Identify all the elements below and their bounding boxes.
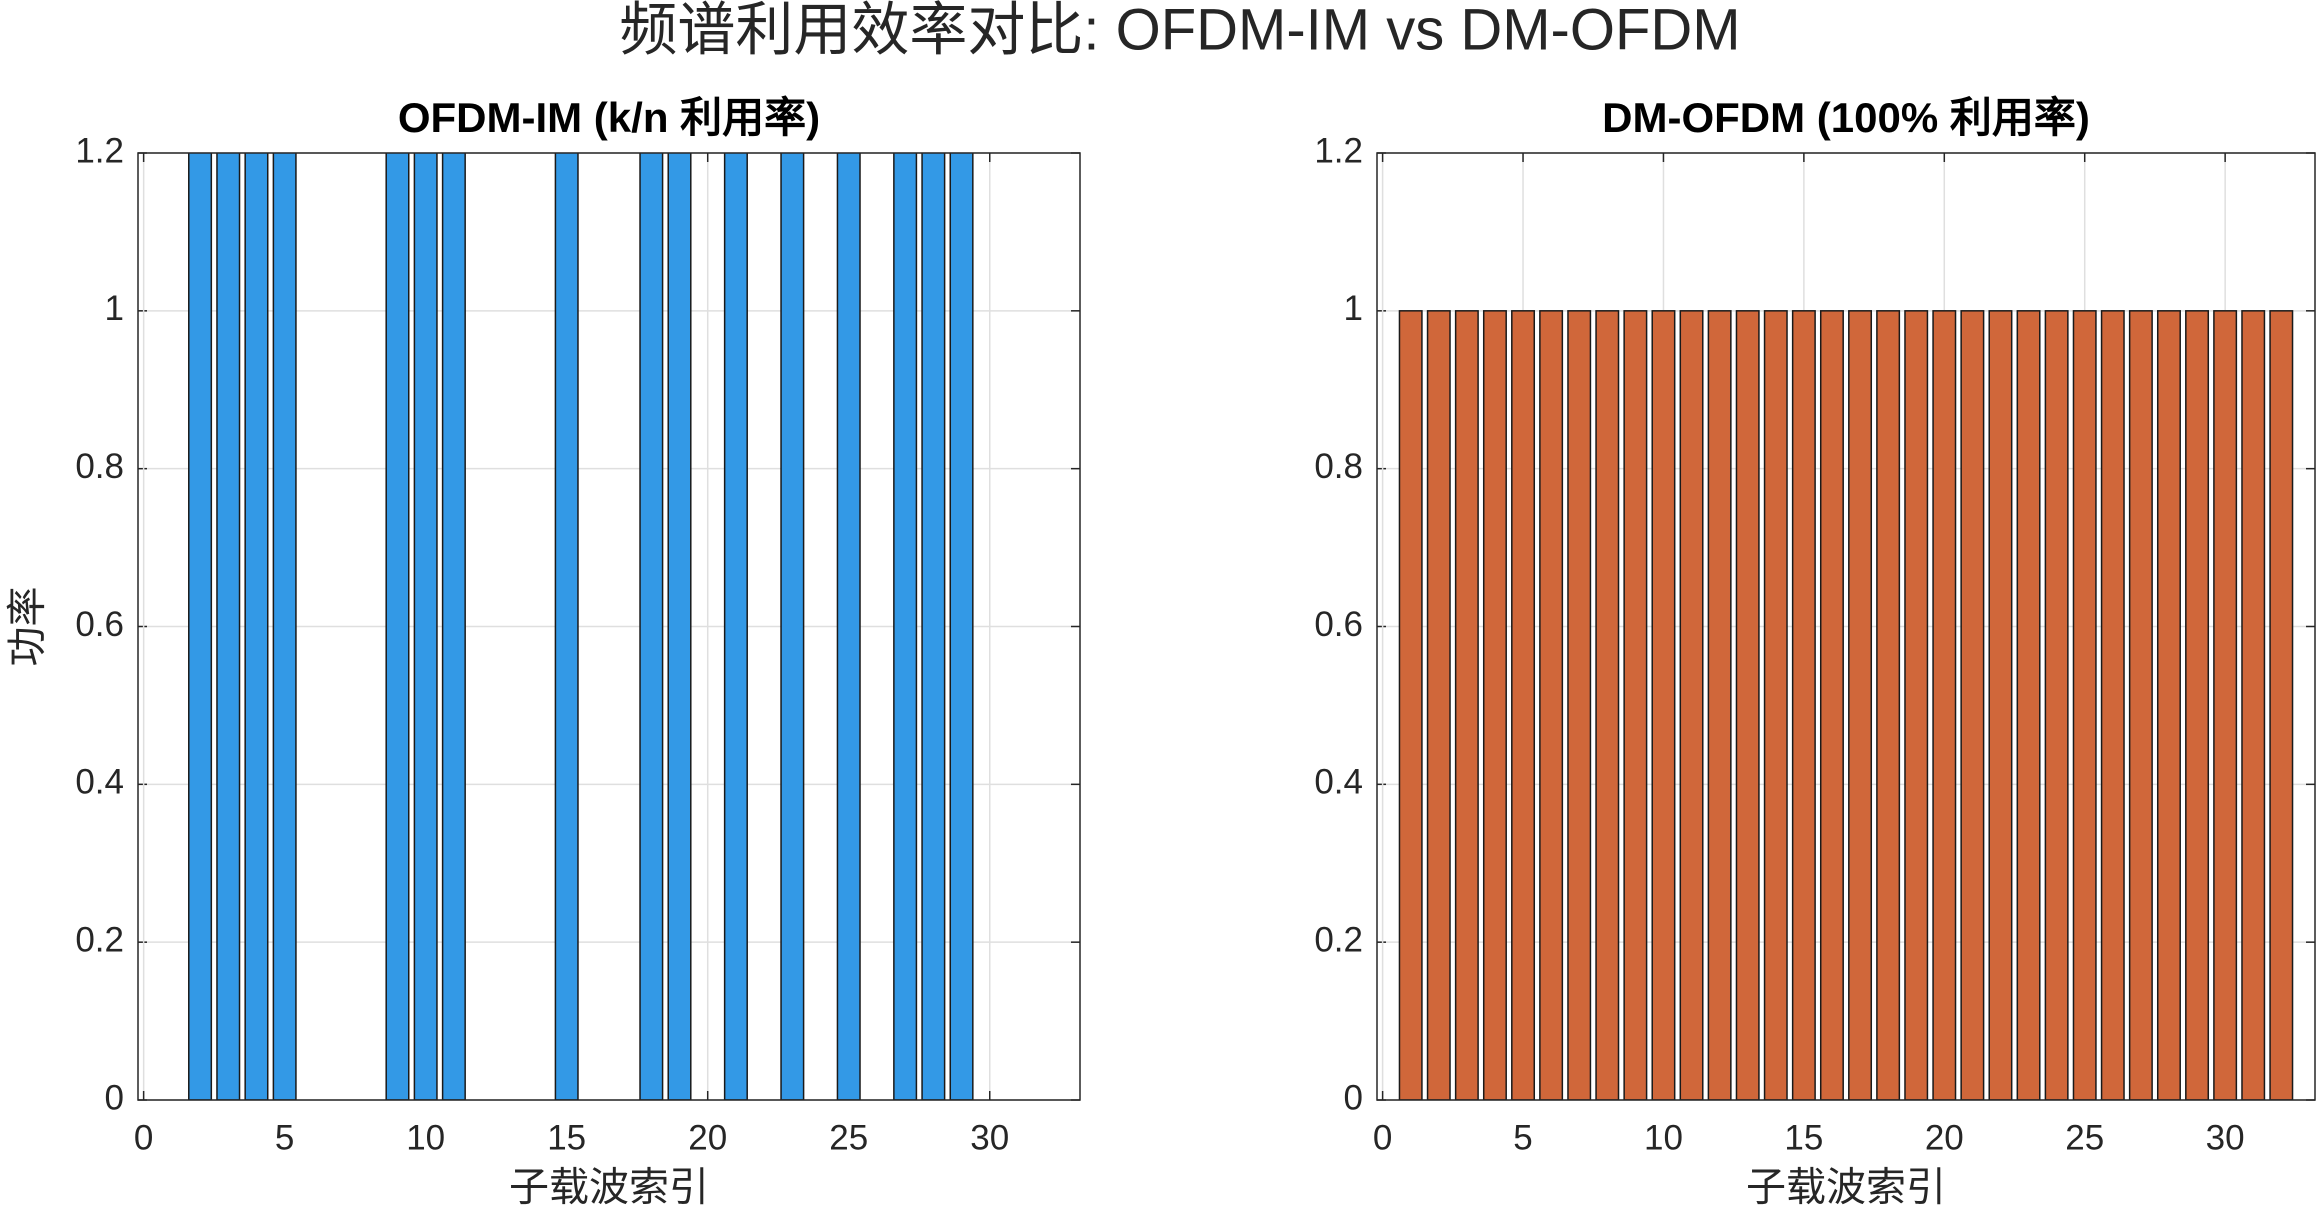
bar — [921, 153, 946, 1100]
bar — [1595, 310, 1620, 1100]
y-tick-label: 0.4 — [75, 763, 124, 802]
x-tick-label: 15 — [1784, 1118, 1823, 1157]
bar — [893, 153, 918, 1100]
bar — [2269, 310, 2294, 1100]
bar — [1960, 310, 1985, 1100]
bar — [1735, 310, 1760, 1100]
subplot: 0 0.2 0.4 0.6 0.8 1 1.2 0 5 10 15 20 25 30 DM-OFDM (10… — [1314, 94, 2316, 1210]
bar — [554, 153, 579, 1100]
bar — [385, 153, 410, 1100]
y-tick-label: 0 — [1344, 1078, 1363, 1117]
y-tick-label: 0.2 — [1314, 920, 1363, 959]
x-tick-label: 0 — [1373, 1118, 1392, 1157]
bar — [244, 153, 269, 1100]
x-tick-label: 10 — [406, 1118, 445, 1157]
y-tick-label: 0.6 — [1314, 605, 1363, 644]
bar — [1567, 310, 1592, 1100]
bar — [1426, 310, 1451, 1100]
y-tick-label: 0.8 — [75, 447, 124, 486]
bar — [2185, 310, 2210, 1100]
axes-box — [1376, 152, 2316, 1101]
bar — [413, 153, 438, 1100]
x-tick-label: 5 — [1513, 1118, 1532, 1157]
bar — [1454, 310, 1479, 1100]
bar — [2016, 310, 2041, 1100]
bar — [1819, 310, 1844, 1100]
y-tick-label: 1.2 — [75, 131, 124, 170]
x-tick-label: 30 — [970, 1118, 1009, 1157]
x-tick-label: 30 — [2206, 1118, 2245, 1157]
x-tick-label: 20 — [688, 1118, 727, 1157]
y-tick-label: 0.8 — [1314, 447, 1363, 486]
subplot-title: OFDM-IM (k/n 利用率) — [398, 94, 820, 141]
y-tick-label: 0.2 — [75, 920, 124, 959]
bar — [272, 153, 297, 1100]
bar — [2044, 310, 2069, 1100]
bar — [639, 153, 664, 1100]
bar — [1539, 310, 1564, 1100]
y-tick-label: 1.2 — [1314, 131, 1363, 170]
bar — [1707, 310, 1732, 1100]
figure-title: 频谱利用效率对比: OFDM-IM vs DM-OFDM — [619, 0, 1740, 62]
x-tick-label: 25 — [829, 1118, 868, 1157]
bar — [1651, 310, 1676, 1100]
bar — [836, 153, 861, 1100]
bar — [723, 153, 748, 1100]
bar — [1876, 310, 1901, 1100]
bars — [1398, 310, 2294, 1100]
y-tick-label: 0 — [105, 1078, 124, 1117]
bar — [1763, 310, 1788, 1100]
bar — [1848, 310, 1873, 1100]
bar — [1623, 310, 1648, 1100]
bar — [949, 153, 974, 1100]
axes-box — [137, 152, 1081, 1101]
y-axis-label: 功率 — [6, 587, 50, 667]
bars — [188, 153, 974, 1100]
x-tick-label: 0 — [134, 1118, 153, 1157]
bar — [2128, 310, 2153, 1100]
bar — [1988, 310, 2013, 1100]
bar — [1904, 310, 1929, 1100]
y-tick-label: 1 — [1344, 289, 1363, 328]
x-tick-label: 25 — [2065, 1118, 2104, 1157]
bar — [2072, 310, 2097, 1100]
bar — [2156, 310, 2181, 1100]
bar — [2100, 310, 2125, 1100]
x-tick-label: 15 — [547, 1118, 586, 1157]
bar — [1679, 310, 1704, 1100]
x-tick-label: 5 — [275, 1118, 294, 1157]
bar — [1511, 310, 1536, 1100]
x-tick-label: 10 — [1644, 1118, 1683, 1157]
y-tick-label: 0.6 — [75, 605, 124, 644]
bar — [1791, 310, 1816, 1100]
bar — [1482, 310, 1507, 1100]
x-axis-label: 子载波索引 — [1746, 1166, 1946, 1210]
bar — [780, 153, 805, 1100]
x-tick-label: 20 — [1925, 1118, 1964, 1157]
bar — [216, 153, 241, 1100]
bar — [1932, 310, 1957, 1100]
bar — [2213, 310, 2238, 1100]
y-tick-label: 1 — [105, 289, 124, 328]
bar — [667, 153, 692, 1100]
bar — [188, 153, 213, 1100]
bar — [441, 153, 466, 1100]
x-axis-label: 子载波索引 — [509, 1166, 709, 1210]
subplot-title: DM-OFDM (100% 利用率) — [1602, 94, 2090, 141]
subplot: 0 0.2 0.4 0.6 0.8 1 1.2 0 5 10 15 20 25 30 OFDM-IM (k/… — [6, 94, 1081, 1210]
bar — [2241, 310, 2266, 1100]
bar — [1398, 310, 1423, 1100]
y-tick-label: 0.4 — [1314, 763, 1363, 802]
